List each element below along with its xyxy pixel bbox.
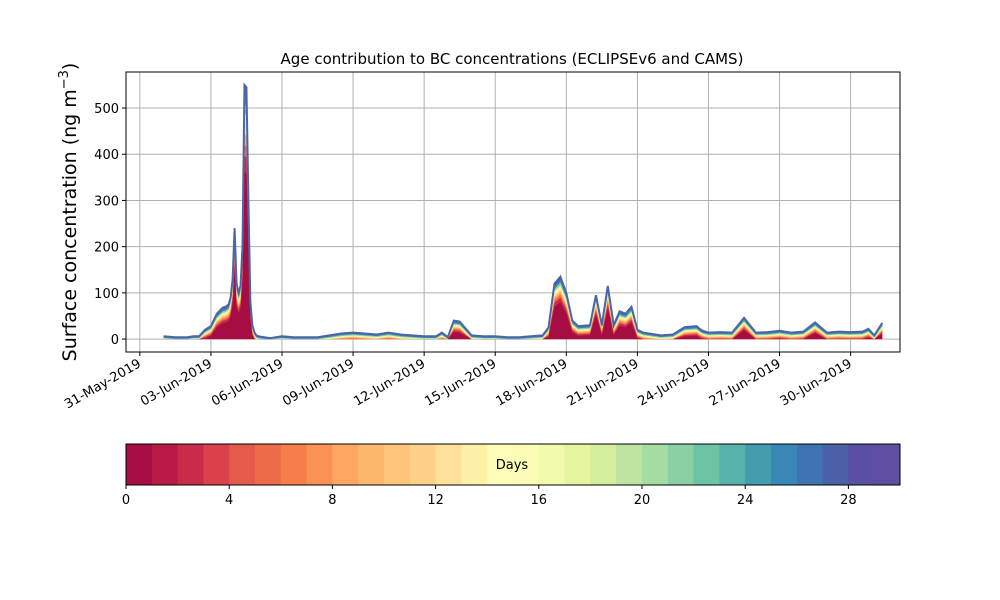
total-concentration-line bbox=[163, 82, 884, 340]
colorbar-segment bbox=[693, 444, 720, 485]
colorbar-tick-label: 20 bbox=[634, 493, 651, 508]
x-tick-label: 12-Jun-2019 bbox=[351, 356, 428, 409]
y-axis-ticks: 0 100 200 300 400 500 bbox=[94, 102, 126, 348]
age-layer-area bbox=[163, 94, 883, 340]
x-tick-label: 15-Jun-2019 bbox=[422, 356, 499, 409]
colorbar-segment bbox=[255, 444, 282, 485]
x-tick-label: 06-Jun-2019 bbox=[209, 356, 286, 409]
colorbar-segment bbox=[487, 444, 514, 485]
colorbar-segment bbox=[126, 444, 153, 485]
colorbar-tick-label: 24 bbox=[737, 493, 754, 508]
age-layer-area bbox=[163, 123, 883, 340]
colorbar-tick-label: 8 bbox=[328, 493, 336, 508]
age-layer-area bbox=[163, 134, 883, 340]
x-tick-label: 03-Jun-2019 bbox=[138, 356, 215, 409]
age-layer-area bbox=[163, 145, 883, 340]
x-tick-label: 09-Jun-2019 bbox=[280, 356, 357, 409]
chart-title: Age contribution to BC concentrations (E… bbox=[281, 50, 744, 68]
colorbar-segment bbox=[590, 444, 617, 485]
y-axis-label: Surface concentration (ng m−3) bbox=[57, 63, 81, 362]
colorbar-tick-label: 0 bbox=[122, 493, 130, 508]
colorbar-segment bbox=[642, 444, 669, 485]
y-axis-label-close: ) bbox=[59, 63, 81, 70]
x-tick-label: 21-Jun-2019 bbox=[565, 356, 642, 409]
colorbar-segment bbox=[874, 444, 901, 485]
y-tick-label: 400 bbox=[94, 148, 119, 163]
colorbar-segment bbox=[151, 444, 179, 485]
colorbar-label: Days bbox=[496, 458, 529, 473]
colorbar-segment bbox=[719, 444, 746, 485]
total-line bbox=[163, 82, 884, 340]
colorbar-segment bbox=[848, 444, 875, 485]
colorbar-segment bbox=[203, 444, 230, 485]
colorbar-segment bbox=[667, 444, 695, 485]
colorbar-segment bbox=[177, 444, 204, 485]
colorbar-segment bbox=[771, 444, 798, 485]
colorbar-tick-label: 16 bbox=[531, 493, 548, 508]
colorbar-segment bbox=[538, 444, 566, 485]
colorbar-segment bbox=[435, 444, 462, 485]
colorbar-tick-label: 28 bbox=[840, 493, 857, 508]
y-tick-label: 200 bbox=[94, 241, 119, 256]
age-layer-area bbox=[163, 113, 883, 340]
x-tick-label: 27-Jun-2019 bbox=[707, 356, 784, 409]
age-layer-area bbox=[163, 155, 883, 340]
x-tick-label: 30-Jun-2019 bbox=[778, 356, 855, 409]
colorbar-segment bbox=[409, 444, 437, 485]
colorbar bbox=[125, 443, 901, 486]
x-axis-ticks: 31-May-201903-Jun-201906-Jun-201909-Jun-… bbox=[62, 352, 855, 412]
colorbar-segment bbox=[513, 444, 540, 485]
x-tick-label: 24-Jun-2019 bbox=[636, 356, 713, 409]
colorbar-segment bbox=[616, 444, 643, 485]
y-tick-label: 500 bbox=[94, 102, 119, 117]
age-layer-area bbox=[163, 171, 883, 340]
colorbar-ticks: 0 4 8 12 16 20 24 28 bbox=[122, 485, 857, 508]
age-layer-area bbox=[163, 104, 883, 340]
colorbar-segment bbox=[306, 444, 333, 485]
colorbar-segment bbox=[564, 444, 591, 485]
colorbar-frame bbox=[125, 443, 901, 486]
colorbar-segment bbox=[796, 444, 824, 485]
y-axis-label-superscript: −3 bbox=[57, 70, 72, 89]
colorbar-segment bbox=[332, 444, 359, 485]
colorbar-segment bbox=[229, 444, 256, 485]
y-tick-label: 300 bbox=[94, 194, 119, 209]
plot-frame bbox=[125, 71, 901, 353]
x-tick-label: 18-Jun-2019 bbox=[493, 356, 570, 409]
y-tick-label: 100 bbox=[94, 287, 119, 302]
y-tick-label: 0 bbox=[111, 333, 119, 348]
colorbar-segment bbox=[358, 444, 385, 485]
colorbar-segment bbox=[280, 444, 308, 485]
grid-lines bbox=[126, 72, 900, 352]
age-layers bbox=[163, 84, 883, 340]
age-layer-area bbox=[163, 84, 883, 340]
colorbar-tick-label: 4 bbox=[225, 493, 233, 508]
y-axis-label-main: Surface concentration (ng m bbox=[59, 89, 81, 361]
x-tick-label: 31-May-2019 bbox=[62, 356, 144, 412]
colorbar-segment bbox=[822, 444, 849, 485]
colorbar-segment bbox=[745, 444, 772, 485]
colorbar-segment bbox=[384, 444, 411, 485]
colorbar-tick-label: 12 bbox=[427, 493, 444, 508]
colorbar-segment bbox=[461, 444, 488, 485]
